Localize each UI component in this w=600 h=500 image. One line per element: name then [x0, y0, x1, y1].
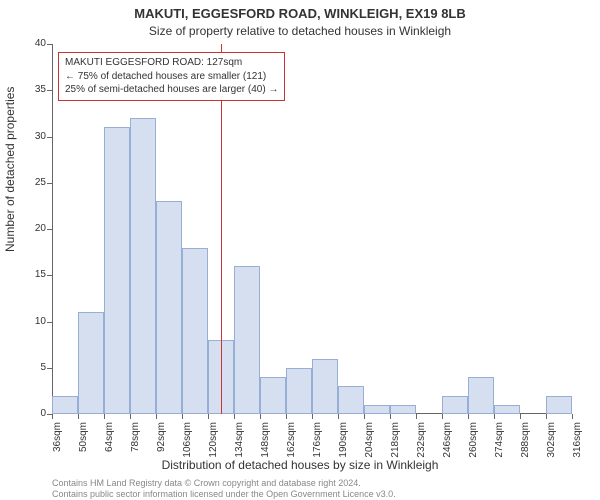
annotation-box: MAKUTI EGGESFORD ROAD: 127sqm← 75% of de…	[58, 52, 285, 101]
histogram-bar	[494, 405, 520, 414]
histogram-bar	[182, 248, 208, 415]
x-tick	[338, 414, 339, 419]
y-tick-label: 15	[16, 269, 46, 280]
x-tick	[546, 414, 547, 419]
annotation-line: ← 75% of detached houses are smaller (12…	[65, 70, 278, 84]
y-tick	[47, 368, 52, 369]
annotation-line: 25% of semi-detached houses are larger (…	[65, 83, 278, 97]
chart-container: MAKUTI, EGGESFORD ROAD, WINKLEIGH, EX19 …	[0, 0, 600, 500]
x-tick	[208, 414, 209, 419]
x-tick	[390, 414, 391, 419]
y-axis-line	[52, 44, 53, 414]
annotation-line: MAKUTI EGGESFORD ROAD: 127sqm	[65, 56, 278, 70]
x-tick-label: 274sqm	[494, 422, 505, 462]
x-tick-label: 134sqm	[234, 422, 245, 462]
footer-line-1: Contains HM Land Registry data © Crown c…	[52, 478, 396, 489]
x-tick	[78, 414, 79, 419]
histogram-bar	[468, 377, 494, 414]
x-tick-label: 162sqm	[286, 422, 297, 462]
x-tick	[286, 414, 287, 419]
x-tick-label: 246sqm	[442, 422, 453, 462]
x-tick-label: 120sqm	[208, 422, 219, 462]
x-tick	[416, 414, 417, 419]
histogram-bar	[312, 359, 338, 415]
x-tick	[104, 414, 105, 419]
histogram-bar	[546, 396, 572, 415]
x-tick	[130, 414, 131, 419]
x-tick	[260, 414, 261, 419]
y-tick-label: 0	[16, 408, 46, 419]
histogram-bar	[286, 368, 312, 414]
x-tick	[156, 414, 157, 419]
x-tick-label: 64sqm	[104, 422, 115, 462]
y-tick-label: 5	[16, 362, 46, 373]
x-tick-label: 302sqm	[546, 422, 557, 462]
y-tick-label: 30	[16, 131, 46, 142]
x-tick	[52, 414, 53, 419]
chart-title: MAKUTI, EGGESFORD ROAD, WINKLEIGH, EX19 …	[0, 6, 600, 21]
y-axis-label: Number of detached properties	[3, 212, 17, 252]
chart-subtitle: Size of property relative to detached ho…	[0, 24, 600, 38]
histogram-bar	[130, 118, 156, 414]
y-tick-label: 20	[16, 223, 46, 234]
y-tick-label: 35	[16, 84, 46, 95]
x-tick-label: 232sqm	[416, 422, 427, 462]
histogram-bar	[234, 266, 260, 414]
x-tick	[494, 414, 495, 419]
x-tick-label: 260sqm	[468, 422, 479, 462]
histogram-bar	[338, 386, 364, 414]
x-tick	[182, 414, 183, 419]
x-tick	[520, 414, 521, 419]
x-tick-label: 78sqm	[130, 422, 141, 462]
footer-attribution: Contains HM Land Registry data © Crown c…	[52, 478, 396, 500]
x-tick	[468, 414, 469, 419]
x-tick	[312, 414, 313, 419]
x-tick-label: 106sqm	[182, 422, 193, 462]
x-tick	[442, 414, 443, 419]
x-tick	[234, 414, 235, 419]
plot-area: 051015202530354036sqm50sqm64sqm78sqm92sq…	[52, 44, 572, 414]
y-tick	[47, 229, 52, 230]
x-tick-label: 176sqm	[312, 422, 323, 462]
y-tick	[47, 137, 52, 138]
footer-line-2: Contains public sector information licen…	[52, 489, 396, 500]
x-tick-label: 204sqm	[364, 422, 375, 462]
y-tick	[47, 44, 52, 45]
histogram-bar	[78, 312, 104, 414]
x-tick-label: 50sqm	[78, 422, 89, 462]
histogram-bar	[260, 377, 286, 414]
y-tick	[47, 90, 52, 91]
x-tick-label: 316sqm	[572, 422, 583, 462]
y-tick	[47, 183, 52, 184]
x-tick-label: 36sqm	[52, 422, 63, 462]
histogram-bar	[52, 396, 78, 415]
x-tick-label: 190sqm	[338, 422, 349, 462]
y-tick	[47, 275, 52, 276]
x-tick	[364, 414, 365, 419]
histogram-bar	[390, 405, 416, 414]
histogram-bar	[104, 127, 130, 414]
x-axis-label: Distribution of detached houses by size …	[0, 458, 600, 472]
x-tick-label: 218sqm	[390, 422, 401, 462]
y-tick-label: 25	[16, 177, 46, 188]
histogram-bar	[156, 201, 182, 414]
y-tick-label: 40	[16, 38, 46, 49]
x-tick-label: 288sqm	[520, 422, 531, 462]
x-tick-label: 92sqm	[156, 422, 167, 462]
histogram-bar	[442, 396, 468, 415]
y-tick	[47, 322, 52, 323]
x-tick	[572, 414, 573, 419]
x-tick-label: 148sqm	[260, 422, 271, 462]
y-tick-label: 10	[16, 316, 46, 327]
histogram-bar	[364, 405, 390, 414]
